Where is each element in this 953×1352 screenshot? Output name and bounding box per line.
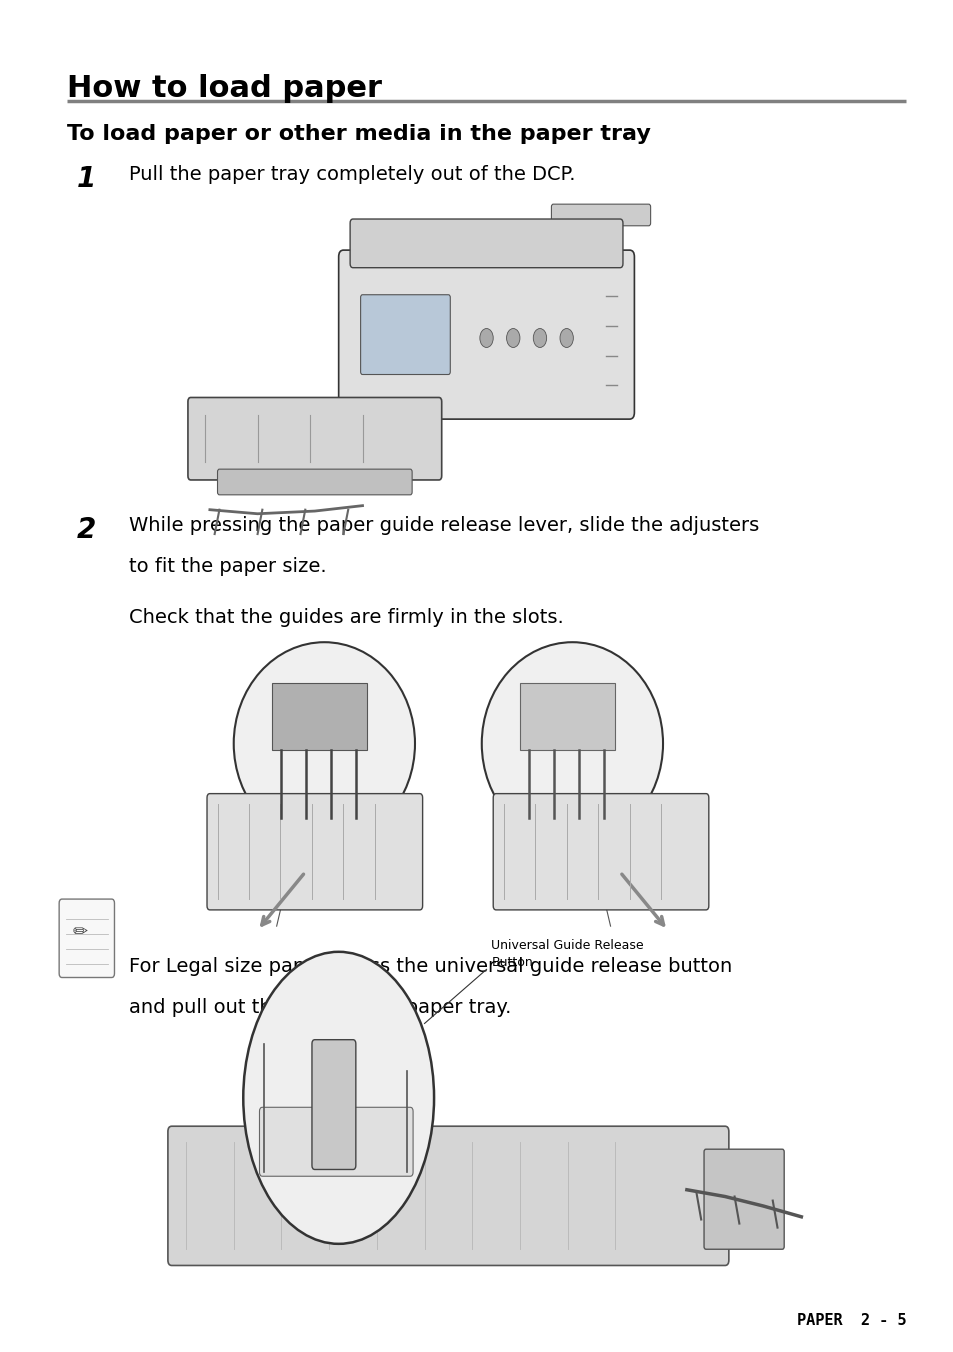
Text: ✏: ✏ xyxy=(72,923,88,941)
Text: and pull out the back of the paper tray.: and pull out the back of the paper tray. xyxy=(129,998,511,1017)
FancyBboxPatch shape xyxy=(259,1107,413,1176)
FancyBboxPatch shape xyxy=(312,1040,355,1169)
Text: While pressing the paper guide release lever, slide the adjusters: While pressing the paper guide release l… xyxy=(129,516,759,535)
Text: For Legal size paper, press the universal guide release button: For Legal size paper, press the universa… xyxy=(129,957,731,976)
Circle shape xyxy=(533,329,546,347)
Text: to fit the paper size.: to fit the paper size. xyxy=(129,557,326,576)
FancyBboxPatch shape xyxy=(207,794,422,910)
FancyBboxPatch shape xyxy=(168,1126,728,1265)
Text: How to load paper: How to load paper xyxy=(67,74,381,103)
Text: Check that the guides are firmly in the slots.: Check that the guides are firmly in the … xyxy=(129,608,563,627)
FancyBboxPatch shape xyxy=(703,1149,783,1249)
FancyBboxPatch shape xyxy=(217,469,412,495)
FancyBboxPatch shape xyxy=(350,219,622,268)
Polygon shape xyxy=(519,683,615,750)
FancyBboxPatch shape xyxy=(59,899,114,977)
Polygon shape xyxy=(272,683,367,750)
Circle shape xyxy=(479,329,493,347)
Text: PAPER  2 - 5: PAPER 2 - 5 xyxy=(796,1313,905,1328)
FancyBboxPatch shape xyxy=(551,204,650,226)
Ellipse shape xyxy=(243,952,434,1244)
Text: 2: 2 xyxy=(76,516,95,545)
Text: Universal Guide Release
Button: Universal Guide Release Button xyxy=(491,940,643,969)
Text: To load paper or other media in the paper tray: To load paper or other media in the pape… xyxy=(67,124,650,145)
FancyBboxPatch shape xyxy=(493,794,708,910)
FancyBboxPatch shape xyxy=(338,250,634,419)
FancyBboxPatch shape xyxy=(360,295,450,375)
Text: Pull the paper tray completely out of the DCP.: Pull the paper tray completely out of th… xyxy=(129,165,575,184)
Ellipse shape xyxy=(233,642,415,845)
Ellipse shape xyxy=(481,642,662,845)
Circle shape xyxy=(559,329,573,347)
Circle shape xyxy=(506,329,519,347)
FancyBboxPatch shape xyxy=(188,397,441,480)
Text: 1: 1 xyxy=(76,165,95,193)
